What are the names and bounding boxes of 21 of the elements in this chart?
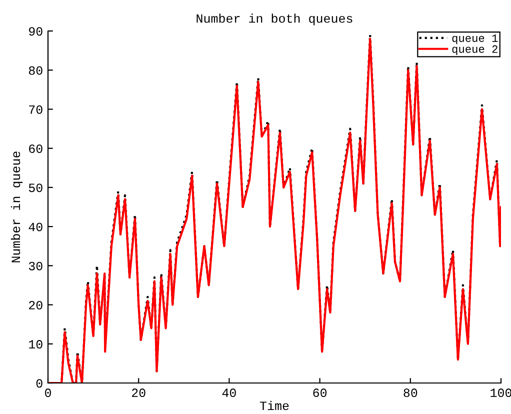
y-tick-label: 40 (28, 222, 42, 232)
y-tick-label: 90 (28, 27, 42, 36)
y-tick-label: 60 (29, 144, 42, 153)
y-tick-label: 80 (28, 66, 42, 75)
x-tick-label: 80 (404, 388, 418, 398)
legend-label: queue 1 (452, 34, 498, 44)
y-axis-title: Number in queue (10, 152, 23, 262)
y-tick-label: 30 (28, 262, 42, 270)
x-tick-label: 100 (490, 388, 511, 398)
y-tick-label: 10 (29, 340, 42, 349)
y-tick-label: 50 (28, 184, 42, 192)
y-tick-label: 70 (29, 105, 42, 114)
chart-title: Number in both queues (196, 14, 352, 26)
y-tick-label: 20 (29, 300, 42, 310)
x-tick-label: 40 (222, 388, 236, 398)
x-tick-label: 0 (45, 388, 51, 398)
legend-label: queue 2 (452, 45, 498, 56)
x-tick-label: 60 (313, 388, 327, 398)
y-tick-label: 0 (36, 379, 42, 388)
x-axis-title: Time (260, 400, 289, 410)
x-tick-label: 20 (132, 388, 146, 398)
